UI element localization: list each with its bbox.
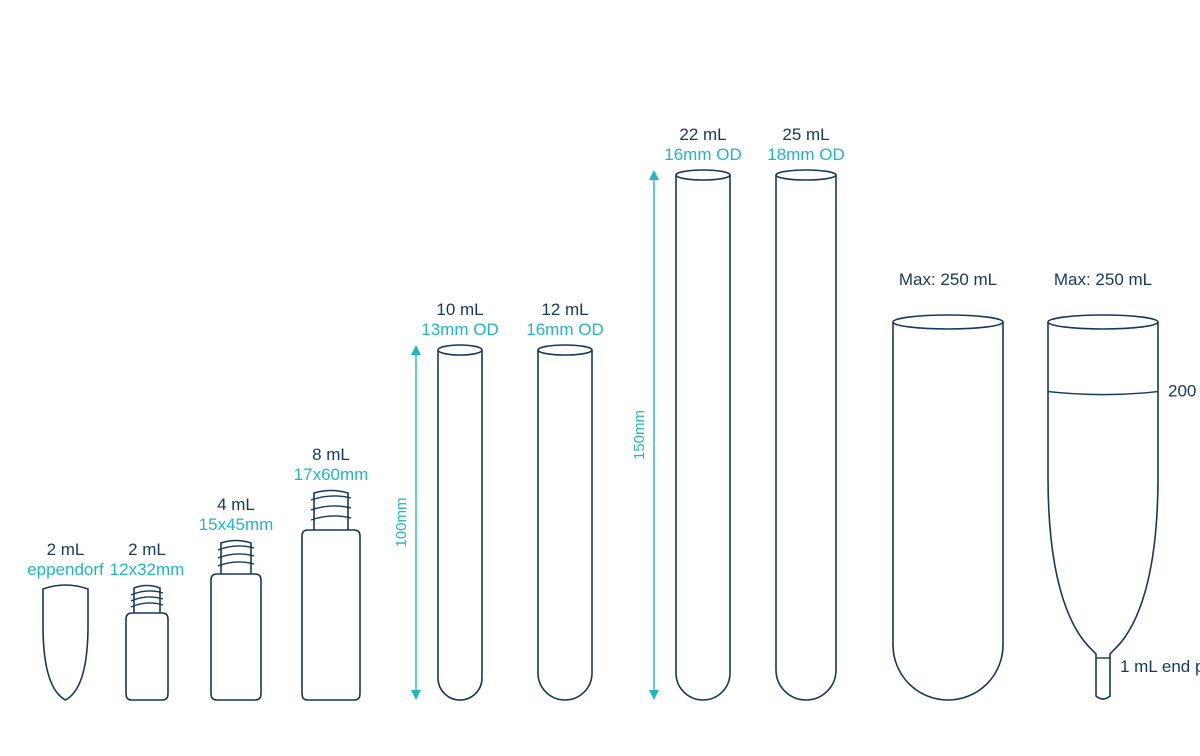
svg-text:8 mL: 8 mL (312, 445, 350, 464)
vial-8ml-body (302, 530, 360, 700)
svg-text:22 mL: 22 mL (679, 125, 726, 144)
tube-22ml-opening (676, 170, 730, 180)
svg-text:Max: 250 mL: Max: 250 mL (899, 270, 997, 289)
tube-10ml-opening (438, 345, 482, 355)
svg-text:13mm OD: 13mm OD (421, 320, 498, 339)
tube-25ml (776, 175, 836, 700)
tube-25ml-opening (776, 170, 836, 180)
svg-text:10 mL: 10 mL (436, 300, 483, 319)
round-flask-opening (893, 315, 1003, 329)
svg-text:4 mL: 4 mL (217, 495, 255, 514)
svg-text:200 mL: 200 mL (1168, 382, 1200, 401)
vial-8ml-threads (311, 496, 351, 520)
svg-text:12x32mm: 12x32mm (110, 560, 185, 579)
svg-text:16mm OD: 16mm OD (526, 320, 603, 339)
svg-text:2 mL: 2 mL (128, 540, 166, 559)
tube-12ml (538, 350, 592, 700)
svg-text:1 mL end point: 1 mL end point (1120, 657, 1200, 676)
round-flask (893, 322, 1003, 700)
vial-2ml-threads (131, 591, 163, 607)
svg-text:17x60mm: 17x60mm (294, 465, 369, 484)
arrow-100mm (411, 345, 421, 700)
vial-size-diagram: 2 mLeppendorf2 mL12x32mm4 mL15x45mm8 mL1… (0, 0, 1200, 756)
tube-22ml (676, 175, 730, 700)
arrow-150mm (649, 170, 659, 700)
svg-text:18mm OD: 18mm OD (767, 145, 844, 164)
tube-10ml (438, 350, 482, 700)
eppendorf (43, 585, 88, 700)
svg-text:15x45mm: 15x45mm (199, 515, 274, 534)
svg-text:Max: 250 mL: Max: 250 mL (1054, 270, 1152, 289)
svg-text:150mm: 150mm (631, 410, 648, 460)
vial-4ml-threads (218, 546, 254, 566)
svg-text:16mm OD: 16mm OD (664, 145, 741, 164)
svg-text:100mm: 100mm (393, 497, 410, 547)
pear-flask-fill-line (1048, 392, 1158, 395)
svg-text:12 mL: 12 mL (541, 300, 588, 319)
svg-text:eppendorf: eppendorf (27, 560, 104, 579)
vial-4ml-body (211, 574, 261, 700)
svg-text:25 mL: 25 mL (782, 125, 829, 144)
vial-2ml-body (126, 613, 168, 700)
svg-text:2 mL: 2 mL (47, 540, 85, 559)
pear-flask (1048, 322, 1158, 699)
tube-12ml-opening (538, 345, 592, 355)
pear-flask-opening (1048, 315, 1158, 329)
